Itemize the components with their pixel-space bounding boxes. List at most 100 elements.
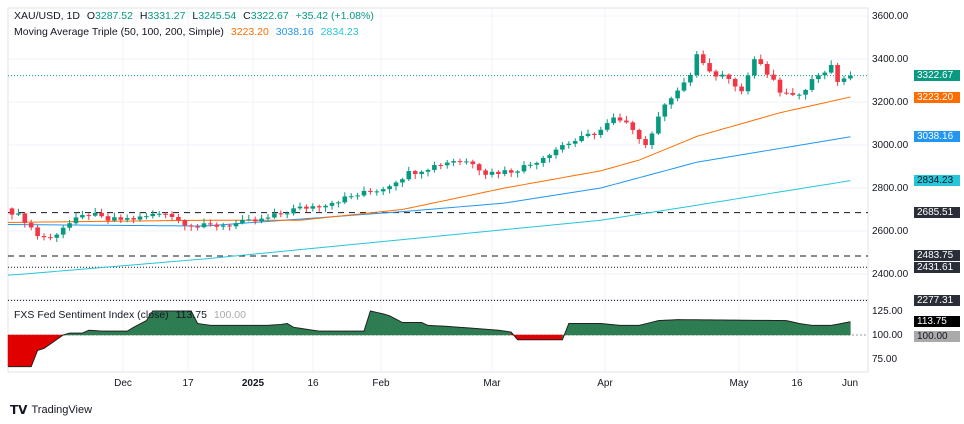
sentiment-area <box>242 325 250 336</box>
sentiment-area <box>581 323 589 336</box>
candle-body <box>214 224 220 227</box>
candle-body <box>278 213 284 215</box>
candle-body <box>368 190 373 192</box>
candle-body <box>380 189 386 192</box>
sentiment-area <box>786 320 794 336</box>
indicator-base: 100.00 <box>213 309 246 321</box>
low-value: 3245.54 <box>198 10 237 22</box>
candle-body <box>611 117 616 124</box>
sentiment-area <box>677 319 685 336</box>
candle-body <box>675 90 680 99</box>
sentiment-area <box>549 334 557 341</box>
candle-body <box>803 89 808 95</box>
sentiment-area <box>664 319 672 336</box>
sentiment-area <box>773 320 781 336</box>
candle-body <box>636 129 642 140</box>
sentiment-area <box>235 325 243 336</box>
ohlc-low: L3245.54 <box>192 10 236 22</box>
sentiment-area <box>734 319 742 336</box>
candle-body <box>259 218 264 222</box>
sentiment-area <box>274 324 282 336</box>
candle-body <box>668 98 674 105</box>
candle-body <box>841 78 847 82</box>
sentiment-area <box>267 324 275 336</box>
indicator-axis-tick: 125.00 <box>872 305 903 317</box>
price-axis-tick: 3200.00 <box>872 96 909 108</box>
candle-body <box>265 217 271 219</box>
sentiment-area <box>555 334 563 341</box>
sentiment-area <box>427 325 435 336</box>
candle-body <box>579 135 584 142</box>
sentiment-area <box>747 320 755 336</box>
time-axis-tick: 2025 <box>241 378 265 389</box>
open-label: O <box>86 10 96 22</box>
price-label: 2685.51 <box>914 207 960 219</box>
candle-body <box>291 208 296 214</box>
candle-body <box>208 223 213 225</box>
sentiment-area <box>350 330 358 336</box>
chart-frame <box>7 7 869 373</box>
tradingview-logo[interactable]: 𝗧𝗩 TradingView <box>10 403 92 417</box>
sentiment-area <box>728 319 736 336</box>
candle-body <box>80 215 85 218</box>
candle-body <box>92 212 98 216</box>
sentiment-area <box>702 319 710 336</box>
sentiment-area <box>472 328 480 336</box>
sentiment-area <box>50 334 58 345</box>
sentiment-area <box>594 323 602 336</box>
open-value: 3287.52 <box>95 10 133 22</box>
sentiment-area <box>440 325 448 336</box>
indicator-axis-tick: 100.00 <box>872 329 903 341</box>
candle-body <box>598 129 604 135</box>
candle-body <box>732 78 738 87</box>
sentiment-area <box>248 325 256 336</box>
sentiment-area <box>210 325 218 336</box>
sentiment-area <box>216 325 224 336</box>
time-axis-tick: 16 <box>791 378 803 389</box>
candle-body <box>438 164 444 166</box>
indicator-base-label: 100.00 <box>914 331 960 342</box>
candle-body <box>451 161 456 163</box>
candle-body <box>348 196 354 198</box>
candle-body <box>835 64 840 82</box>
candle-body <box>9 208 15 215</box>
close-label: C <box>243 10 251 22</box>
candle-body <box>713 71 719 77</box>
sentiment-area <box>587 323 595 336</box>
candle-body <box>355 195 360 197</box>
sentiment-area <box>402 322 410 336</box>
candle-body <box>412 171 418 175</box>
candle-body <box>419 171 424 175</box>
sentiment-area <box>280 323 288 336</box>
sentiment-area <box>766 320 774 336</box>
sentiment-area <box>811 325 819 336</box>
candle-body <box>393 182 399 187</box>
candle-body <box>553 149 559 156</box>
sentiment-area <box>530 334 538 341</box>
candle-body <box>700 54 706 64</box>
candle-body <box>848 75 853 79</box>
candle-body <box>233 223 239 227</box>
candle-body <box>624 120 629 123</box>
ma-label: Moving Average Triple (50, 100, 200, Sim… <box>14 26 224 38</box>
sentiment-area <box>408 322 416 336</box>
candle-body <box>48 237 53 239</box>
candle-body <box>572 141 578 144</box>
price-label: 2277.31 <box>914 294 960 306</box>
candle-body <box>124 218 130 220</box>
time-axis-tick: May <box>729 378 749 389</box>
candle-body <box>67 223 72 228</box>
candle-body <box>169 213 175 217</box>
candle-body <box>444 162 450 166</box>
candle-body <box>739 86 744 92</box>
price-label: 2483.75 <box>914 250 960 262</box>
price-axis-tick: 2600.00 <box>872 225 909 237</box>
sentiment-area <box>651 320 659 336</box>
sentiment-area <box>779 320 787 336</box>
candle-body <box>630 122 636 130</box>
candle-body <box>489 171 495 175</box>
symbol-label: XAU/USD, 1D <box>14 10 80 22</box>
candle-body <box>150 213 156 217</box>
tradingview-icon: 𝗧𝗩 <box>10 403 28 417</box>
